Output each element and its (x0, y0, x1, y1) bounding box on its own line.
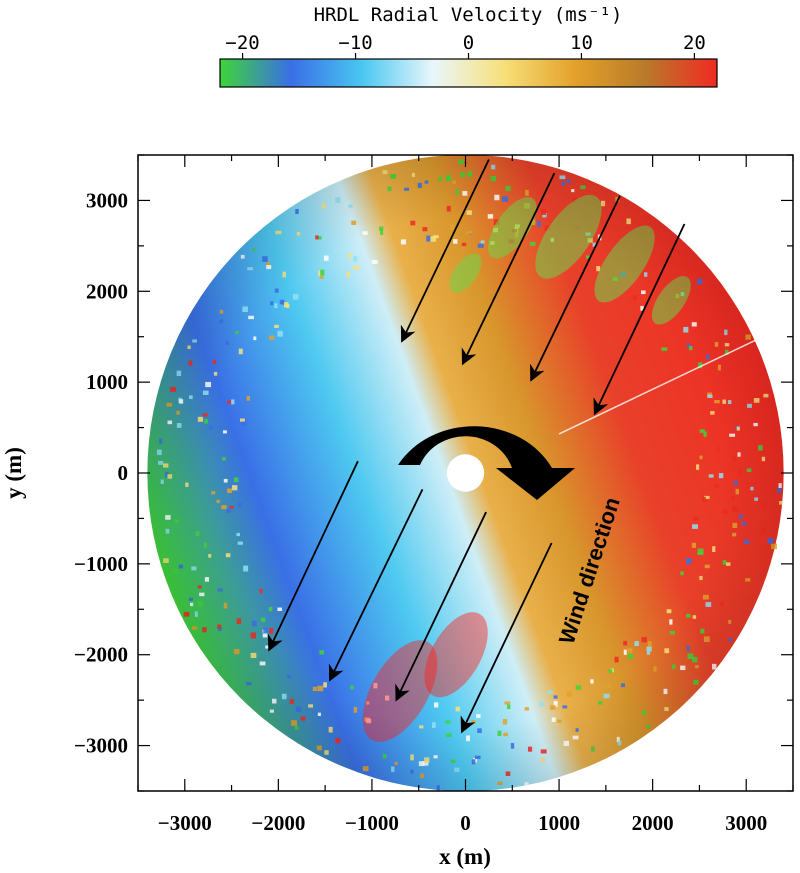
x-tick-label: 0 (460, 811, 471, 835)
wind-arrow (400, 159, 490, 343)
x-tick-label: −1000 (345, 811, 399, 835)
y-tick-label: 0 (118, 461, 129, 485)
rotation-arrow-shape (398, 426, 575, 500)
y-axis-title: y (m) (1, 447, 26, 499)
wind-arrow (395, 511, 487, 702)
wind-arrow (328, 488, 424, 682)
blind-zone (446, 454, 485, 492)
colorbar-tick-label: 10 (570, 32, 593, 54)
x-axis-ticks: −3000 −2000 −1000 0 1000 2000 3000 (137, 155, 794, 835)
colorbar-ticks: −20 −10 0 10 20 (225, 32, 706, 59)
colorbar-bar (219, 58, 718, 88)
colorbar-title: HRDL Radial Velocity (ms⁻¹) (314, 4, 623, 26)
colorbar-tick-label: −20 (225, 32, 259, 54)
y-tick-label: −2000 (74, 643, 128, 667)
x-tick-label: 1000 (538, 811, 580, 835)
colorbar-tick-label: −10 (338, 32, 372, 54)
y-tick-label: 1000 (86, 370, 128, 394)
wind-arrow (461, 172, 556, 366)
x-tick-label: 3000 (725, 811, 767, 835)
x-tick-label: −3000 (158, 811, 212, 835)
y-tick-label: −3000 (74, 734, 128, 758)
x-tick-label: 2000 (632, 811, 674, 835)
wind-arrow (267, 460, 359, 652)
wind-arrows (267, 159, 686, 734)
beam-artifact (558, 330, 775, 435)
y-tick-label: 2000 (86, 279, 128, 303)
colorbar: HRDL Radial Velocity (ms⁻¹) −20 −10 0 10 20 (219, 4, 718, 88)
colorbar-tick-label: 0 (463, 32, 474, 54)
plot-area: −3000 −2000 −1000 0 1000 2000 3000 −3000−2000−… (1, 154, 794, 869)
rotation-arrow (398, 426, 575, 500)
y-tick-label: 3000 (86, 188, 128, 212)
colorbar-tick-label: 20 (683, 32, 706, 54)
y-tick-label: −1000 (74, 552, 128, 576)
wind-arrow (530, 195, 621, 382)
x-tick-label: −2000 (251, 811, 305, 835)
y-axis-ticks: −3000 −2000 −1000 0 1000 2000 3000 (74, 154, 793, 792)
radar-scan (147, 155, 784, 791)
wind-arrow (460, 542, 553, 734)
wind-arrow (593, 223, 686, 416)
x-axis-title: x (m) (439, 844, 491, 869)
